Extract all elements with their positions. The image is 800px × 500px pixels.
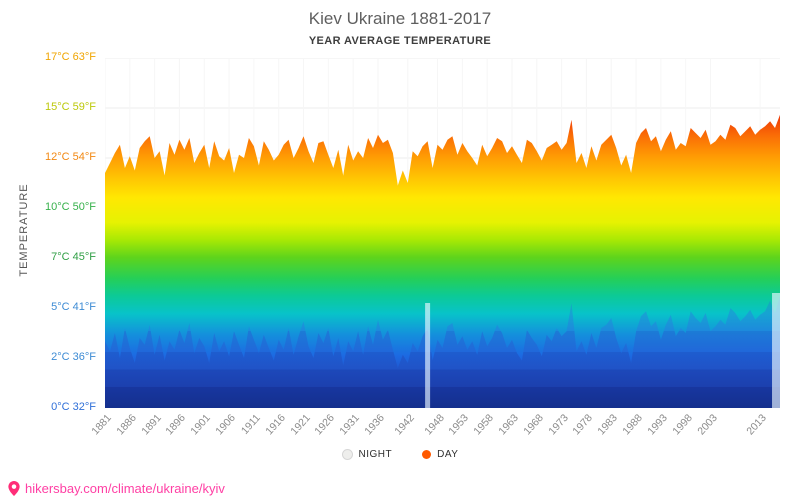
y-axis-tick-label: 10°C 50°F bbox=[45, 201, 96, 213]
y-axis-tick-label: 15°C 59°F bbox=[45, 101, 96, 113]
y-axis-tick-label: 7°C 45°F bbox=[51, 251, 96, 263]
y-axis-tick-label: 12°C 54°F bbox=[45, 151, 96, 163]
day-legend-dot-icon bbox=[422, 450, 432, 459]
chart-plot-area bbox=[105, 58, 780, 408]
legend-item-day[interactable]: DAY bbox=[422, 449, 458, 460]
legend-item-night[interactable]: NIGHT bbox=[341, 449, 393, 460]
y-axis-tick-label: 5°C 41°F bbox=[51, 301, 96, 313]
x-axis: 1881 1886 1891 1896 1901 1906 1911 1916 1921 1926… bbox=[89, 412, 780, 472]
y-axis-tick-label: 2°C 36°F bbox=[51, 351, 96, 363]
temperature-area-chart bbox=[105, 58, 780, 408]
chart-title: Kiev Ukraine 1881-2017 bbox=[308, 9, 492, 28]
missing-data-gap bbox=[425, 303, 431, 408]
map-pin-icon bbox=[8, 481, 20, 496]
y-axis-tick-label: 17°C 63°F bbox=[45, 51, 96, 63]
y-axis-tick-label: 0°C 32°F bbox=[51, 401, 96, 413]
night-temperature-area bbox=[105, 295, 780, 408]
legend-night-label: NIGHT bbox=[358, 449, 393, 460]
legend-day-label: DAY bbox=[437, 449, 459, 460]
chart-subtitle: YEAR AVERAGE TEMPERATURE bbox=[308, 35, 492, 47]
night-legend-dot-icon bbox=[341, 449, 353, 460]
missing-data-gap bbox=[772, 293, 780, 408]
y-axis: 17°C 63°F 15°C 59°F 12°C 54°F 10°C 50°F 7°C … bbox=[0, 0, 100, 440]
footer-link[interactable]: hikersbay.com/climate/ukraine/kyiv bbox=[25, 481, 225, 496]
chart-legend: NIGHT DAY bbox=[0, 449, 800, 460]
footer: hikersbay.com/climate/ukraine/kyiv bbox=[8, 481, 225, 496]
